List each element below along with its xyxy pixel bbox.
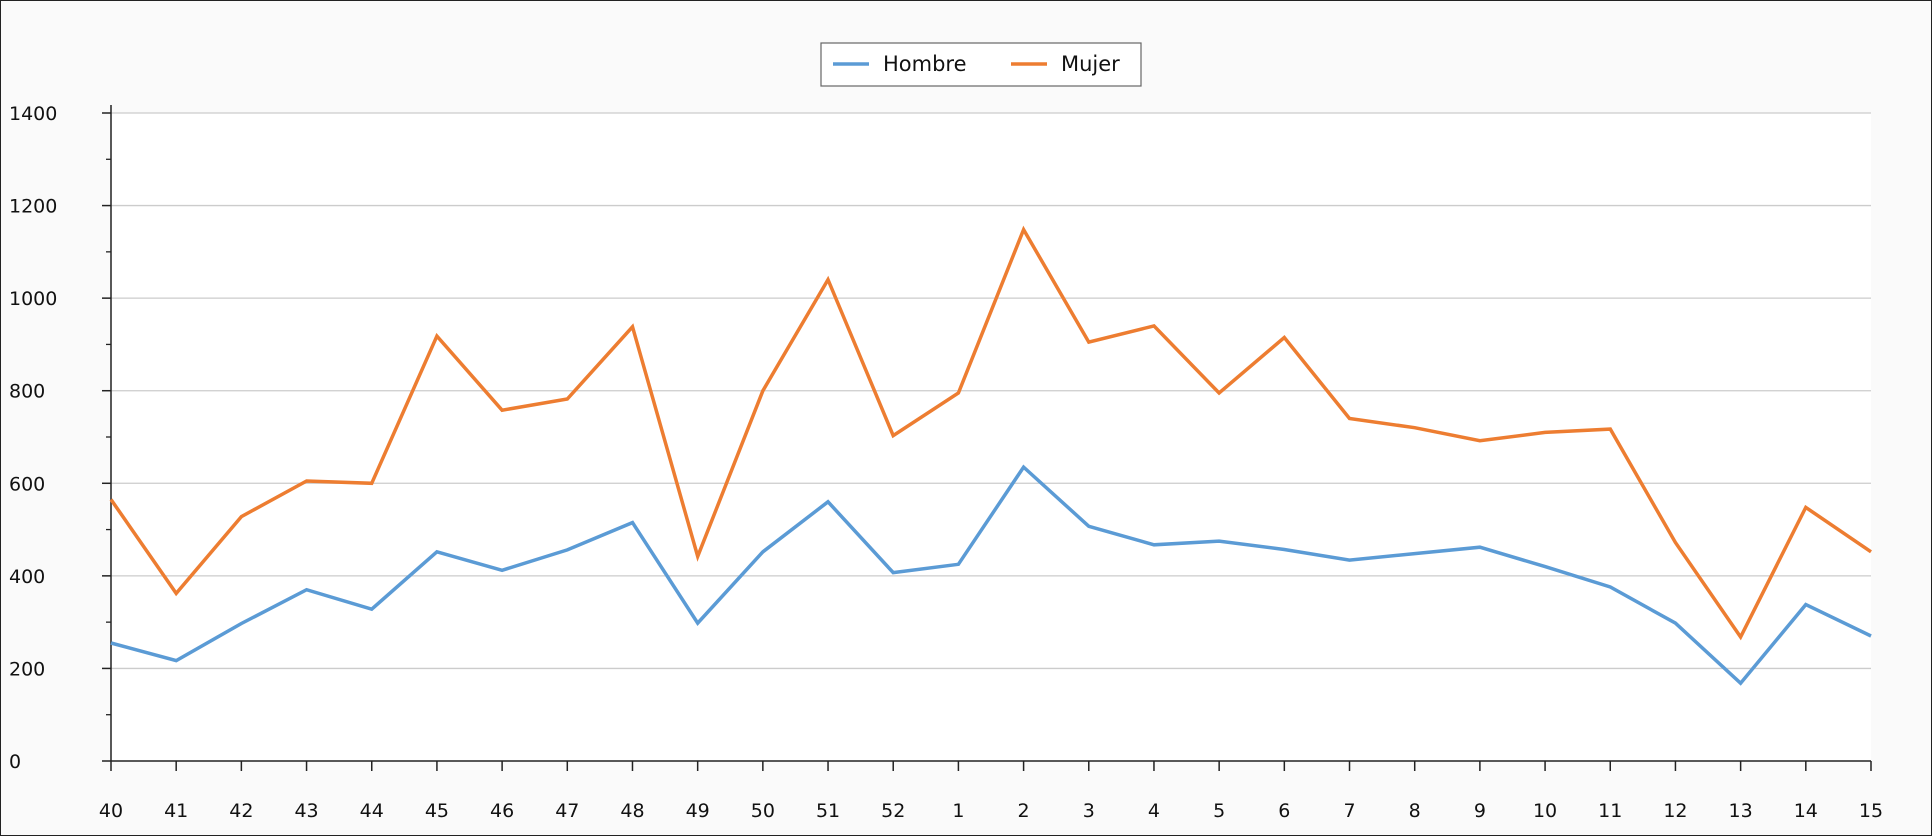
y-tick-label: 1200 [9,196,57,218]
x-tick-label: 3 [1083,800,1095,822]
x-tick-label: 48 [620,800,644,822]
x-tick-label: 6 [1278,800,1290,822]
plot-area [111,113,1871,761]
x-tick-label: 15 [1859,800,1883,822]
y-tick-label: 400 [9,566,45,588]
y-tick-label: 600 [9,473,45,495]
x-tick-label: 47 [555,800,579,822]
x-tick-label: 41 [164,800,188,822]
x-tick-label: 42 [229,800,253,822]
x-tick-label: 12 [1663,800,1687,822]
x-tick-label: 44 [360,800,384,822]
x-tick-label: 40 [99,800,123,822]
x-tick-label: 5 [1213,800,1225,822]
x-tick-label: 50 [751,800,775,822]
x-tick-label: 8 [1409,800,1421,822]
x-tick-label: 11 [1598,800,1622,822]
y-tick-label: 1000 [9,288,57,310]
y-tick-label: 800 [9,381,45,403]
x-tick-label: 46 [490,800,514,822]
legend: Hombre Mujer [820,42,1142,87]
x-tick-label: 7 [1343,800,1355,822]
series-line-mujer [109,225,1872,641]
series-lines [109,225,1872,686]
grid-lines [111,112,1871,670]
x-tick-label: 1 [952,800,964,822]
legend-label-mujer: Mujer [1061,52,1120,76]
x-tick-label: 49 [686,800,710,822]
x-tick-label: 13 [1729,800,1753,822]
y-tick-label: 200 [9,658,45,680]
x-tick-label: 2 [1018,800,1030,822]
x-tick-label: 10 [1533,800,1557,822]
y-tick-label: 1400 [9,103,57,125]
x-tick-label: 51 [816,800,840,822]
y-tick-label: 0 [9,751,21,773]
x-tick-label: 14 [1794,800,1818,822]
x-tick-label: 43 [294,800,318,822]
legend-box [820,42,1142,87]
series-line-hombre [110,464,1872,686]
x-tick-label: 4 [1148,800,1160,822]
legend-label-hombre: Hombre [883,52,967,76]
x-tick-label: 45 [425,800,449,822]
x-tick-label: 52 [881,800,905,822]
x-tick-label: 9 [1474,800,1486,822]
